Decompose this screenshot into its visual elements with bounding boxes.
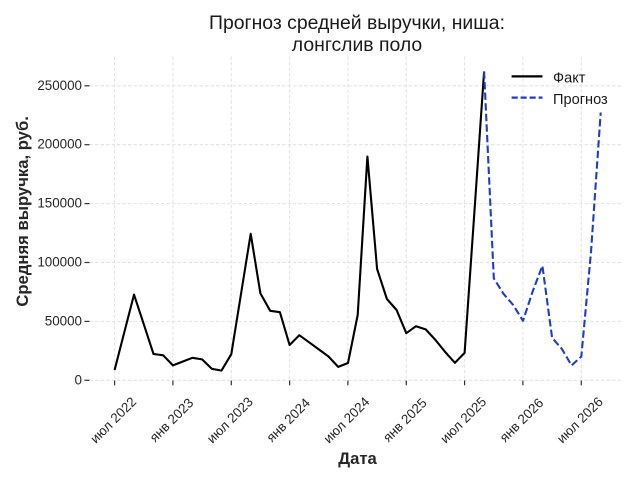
svg-text:150000: 150000 (37, 196, 82, 211)
svg-text:200000: 200000 (37, 137, 82, 152)
svg-text:0: 0 (75, 372, 82, 387)
svg-text:Прогноз: Прогноз (553, 92, 608, 108)
svg-text:Дата: Дата (338, 449, 377, 468)
svg-text:Факт: Факт (553, 71, 586, 87)
svg-text:50000: 50000 (45, 313, 82, 328)
svg-text:250000: 250000 (37, 78, 82, 93)
svg-text:Прогноз средней выручки, ниша:: Прогноз средней выручки, ниша: (209, 12, 505, 34)
svg-text:Средняя выручка, руб.: Средняя выручка, руб. (13, 116, 32, 307)
svg-text:лонгслив поло: лонгслив поло (292, 34, 422, 56)
svg-text:100000: 100000 (37, 255, 82, 270)
